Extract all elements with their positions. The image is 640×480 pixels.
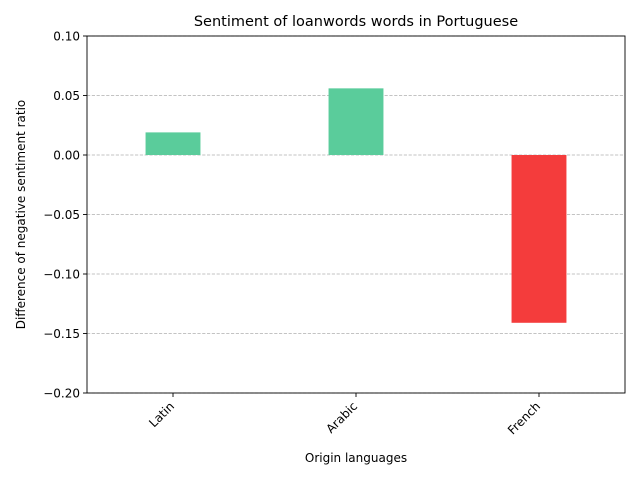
- x-axis-ticks: Latin Arabic French: [146, 393, 543, 437]
- y-axis-ticks: −0.20 −0.15 −0.10 −0.05 0.00 0.05 0.10: [43, 29, 87, 400]
- y-tick-label: −0.20: [43, 386, 80, 400]
- y-tick-label: 0.00: [53, 148, 80, 162]
- bar-french: [511, 155, 567, 323]
- chart-title: Sentiment of loanwords words in Portugue…: [194, 14, 518, 30]
- y-axis-label: Difference of negative sentiment ratio: [14, 100, 28, 330]
- bar-latin: [145, 132, 201, 155]
- y-tick-label: 0.10: [53, 29, 80, 43]
- y-tick-label: −0.15: [43, 327, 80, 341]
- x-tick-label: Arabic: [323, 399, 360, 436]
- x-tick-label: French: [505, 399, 543, 437]
- x-tick-label: Latin: [146, 399, 177, 430]
- y-tick-label: 0.05: [53, 89, 80, 103]
- plot-frame: [86, 35, 626, 394]
- y-tick-label: −0.10: [43, 267, 80, 281]
- bars: [145, 88, 567, 323]
- bar-arabic: [328, 88, 384, 155]
- y-tick-label: −0.05: [43, 208, 80, 222]
- x-axis-label: Origin languages: [305, 451, 407, 465]
